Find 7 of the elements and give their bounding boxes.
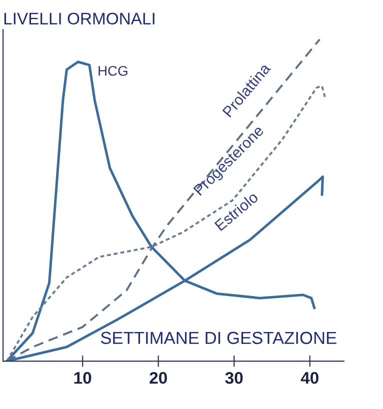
y-axis-title: LIVELLI ORMONALI (4, 12, 154, 25)
x-tick-label: 10 (74, 372, 92, 384)
x-axis-title: SETTIMANE DI GESTAZIONE (100, 332, 336, 344)
x-tick-label: 30 (225, 372, 243, 384)
x-tick-label: 40 (300, 372, 318, 384)
series-label: HCG (98, 66, 128, 76)
x-tick-label: 20 (150, 372, 167, 384)
